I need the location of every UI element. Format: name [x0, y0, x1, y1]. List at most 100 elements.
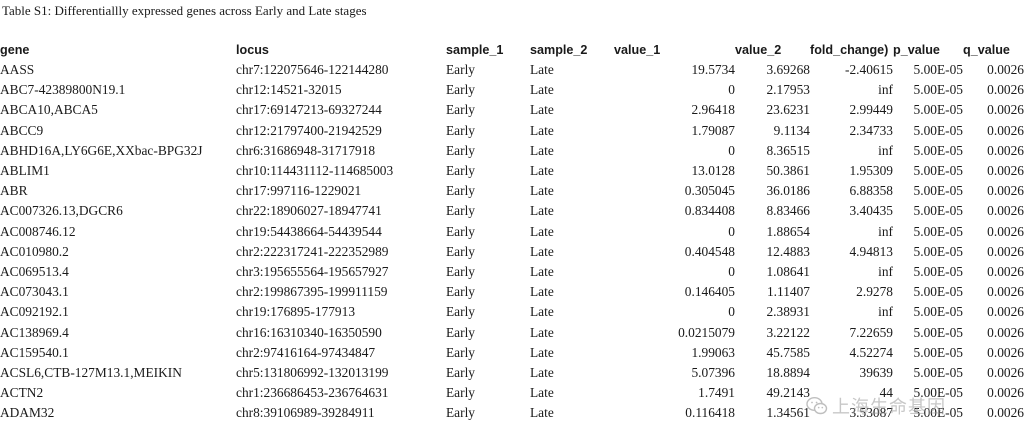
genes-table: gene locus sample_1 sample_2 value_1 val… — [0, 40, 1024, 423]
table-cell: 3.69268 — [766, 62, 810, 78]
col-header-q-value: q_value — [963, 43, 1010, 57]
table-cell: Early — [446, 223, 475, 239]
table-cell: 4.52274 — [849, 344, 893, 360]
table-cell: chr2:199867395-199911159 — [236, 284, 388, 300]
table-cell: chr12:14521-32015 — [236, 82, 342, 98]
table-cell: chr1:236686453-236764631 — [236, 385, 389, 401]
table-cell: Early — [446, 304, 475, 320]
wechat-icon — [806, 396, 828, 416]
table-cell: Late — [530, 243, 554, 259]
table-cell: 2.99449 — [849, 102, 893, 118]
table-cell: 0.0215079 — [678, 324, 735, 340]
table-cell: 0 — [728, 263, 735, 279]
table-cell: AC073043.1 — [0, 284, 69, 300]
table-cell: 5.07396 — [691, 364, 735, 380]
table-cell: inf — [878, 304, 893, 320]
table-cell: Early — [446, 344, 475, 360]
table-row: ADAM32 chr8:39106989-39284911 Early Late 0.1… — [0, 403, 1024, 423]
table-cell: Late — [530, 163, 554, 179]
table-cell: AASS — [0, 62, 35, 78]
table-cell: 1.08641 — [766, 263, 810, 279]
table-cell: Early — [446, 122, 475, 138]
table-row: AC007326.13,DGCR6 chr22:18906027-18947741… — [0, 201, 1024, 221]
table-cell: 5.00E-05 — [913, 385, 963, 401]
table-row: AC069513.4 chr3:195655564-195657927 Early L… — [0, 262, 1024, 282]
table-cell: chr17:997116-1229021 — [236, 183, 362, 199]
col-header-sample-2: sample_2 — [530, 43, 588, 57]
table-cell: 0 — [728, 82, 735, 98]
table-cell: inf — [878, 142, 893, 158]
table-cell: 13.0128 — [691, 163, 735, 179]
table-cell: 0.0026 — [987, 304, 1024, 320]
col-header-value-2: value_2 — [735, 43, 782, 57]
table-cell: inf — [878, 223, 893, 239]
table-cell: 5.00E-05 — [913, 82, 963, 98]
table-cell: Early — [446, 243, 475, 259]
table-cell: AC138969.4 — [0, 324, 69, 340]
table-cell: chr17:69147213-69327244 — [236, 102, 382, 118]
table-cell: 0.0026 — [987, 163, 1024, 179]
table-cell: 0.0026 — [987, 324, 1024, 340]
table-row: AC008746.12 chr19:54438664-54439544 Early L… — [0, 222, 1024, 242]
table-cell: chr22:18906027-18947741 — [236, 203, 382, 219]
table-cell: 0.305045 — [684, 183, 735, 199]
table-cell: 0.0026 — [987, 284, 1024, 300]
table-cell: chr12:21797400-21942529 — [236, 122, 382, 138]
table-cell: ABCA10,ABCA5 — [0, 102, 98, 118]
table-cell: Early — [446, 163, 475, 179]
table-cell: 5.00E-05 — [913, 304, 963, 320]
table-cell: 2.96418 — [691, 102, 735, 118]
table-cell: 0.0026 — [987, 102, 1024, 118]
table-cell: chr2:222317241-222352989 — [236, 243, 389, 259]
table-cell: 0.0026 — [987, 203, 1024, 219]
table-cell: chr6:31686948-31717918 — [236, 142, 376, 158]
table-cell: 1.11407 — [766, 284, 810, 300]
table-cell: Early — [446, 82, 475, 98]
table-cell: 1.95309 — [849, 163, 893, 179]
table-cell: Late — [530, 385, 554, 401]
table-cell: 2.38931 — [766, 304, 810, 320]
table-cell: 5.00E-05 — [913, 203, 963, 219]
table-cell: 50.3861 — [766, 163, 810, 179]
table-cell: Early — [446, 263, 475, 279]
table-cell: ACSL6,CTB-127M13.1,MEIKIN — [0, 364, 182, 380]
table-cell: AC010980.2 — [0, 243, 69, 259]
col-header-fold-change: fold_change) — [810, 43, 889, 57]
table-cell: 1.88654 — [766, 223, 810, 239]
table-cell: inf — [878, 82, 893, 98]
table-cell: ABC7-42389800N19.1 — [0, 82, 126, 98]
table-cell: chr8:39106989-39284911 — [236, 405, 375, 421]
table-cell: Early — [446, 405, 475, 421]
table-cell: 5.00E-05 — [913, 142, 963, 158]
table-cell: 1.34561 — [766, 405, 810, 421]
table-cell: Late — [530, 284, 554, 300]
table-cell: 0.0026 — [987, 405, 1024, 421]
table-cell: Late — [530, 142, 554, 158]
table-cell: ABR — [0, 183, 28, 199]
table-cell: 0.404548 — [684, 243, 735, 259]
table-cell: Late — [530, 304, 554, 320]
table-cell: Late — [530, 203, 554, 219]
table-cell: 6.88358 — [849, 183, 893, 199]
table-cell: 0.0026 — [987, 243, 1024, 259]
table-cell: Early — [446, 385, 475, 401]
table-cell: Late — [530, 183, 554, 199]
table-cell: Late — [530, 102, 554, 118]
table-cell: Late — [530, 62, 554, 78]
table-cell: 5.00E-05 — [913, 405, 963, 421]
header-row: gene locus sample_1 sample_2 value_1 val… — [0, 40, 1024, 60]
table-cell: AC159540.1 — [0, 344, 69, 360]
table-cell: Late — [530, 122, 554, 138]
table-row: ACSL6,CTB-127M13.1,MEIKIN chr5:131806992-… — [0, 363, 1024, 383]
table-cell: 5.00E-05 — [913, 122, 963, 138]
col-header-p-value: p_value — [893, 43, 940, 57]
table-cell: 0.0026 — [987, 62, 1024, 78]
table-cell: 1.79087 — [691, 122, 735, 138]
col-header-sample-1: sample_1 — [446, 43, 504, 57]
table-cell: 8.83466 — [766, 203, 810, 219]
table-cell: 5.00E-05 — [913, 324, 963, 340]
table-cell: 39639 — [859, 364, 893, 380]
table-row: AASS chr7:122075646-122144280 Early Late 19.… — [0, 60, 1024, 80]
table-row: ABCC9 chr12:21797400-21942529 Early Late 1.7… — [0, 121, 1024, 141]
table-cell: 45.7585 — [766, 344, 810, 360]
